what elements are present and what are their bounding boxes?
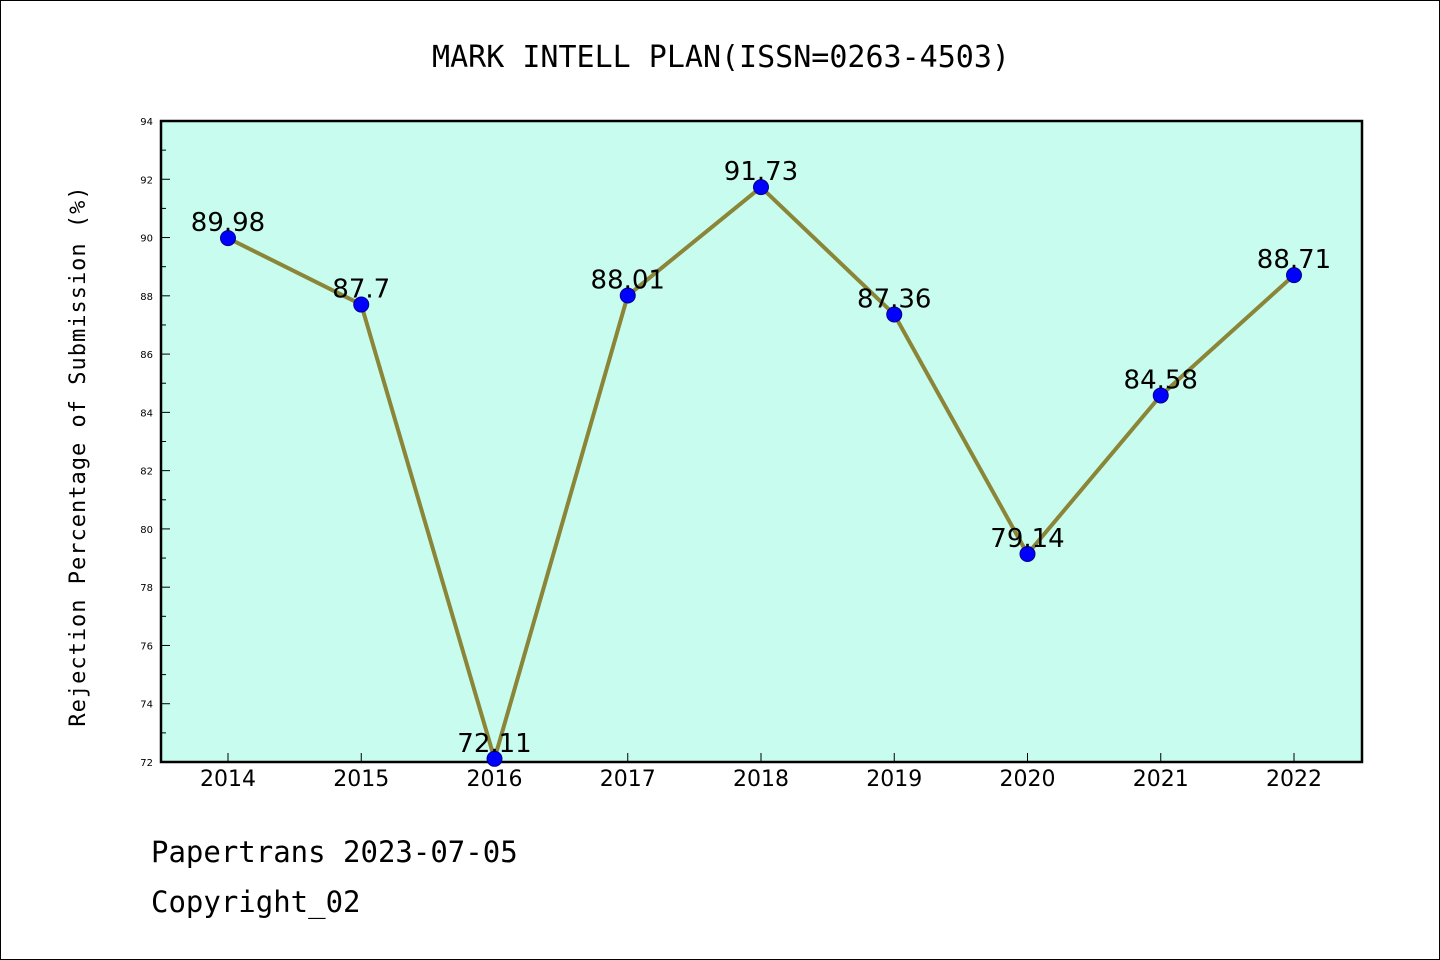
data-label: 91.73 <box>724 157 798 187</box>
plot-area <box>159 119 1364 764</box>
data-label: 79.14 <box>990 524 1064 554</box>
y-tick-label: 86 <box>140 350 153 361</box>
x-tick-label: 2020 <box>1000 767 1056 792</box>
data-point <box>619 287 636 304</box>
y-tick-label: 94 <box>140 117 153 128</box>
data-point <box>753 179 769 196</box>
data-label: 88.71 <box>1257 245 1331 275</box>
y-tick-label: 88 <box>140 292 153 303</box>
footer-copyright: Copyright_02 <box>151 885 361 919</box>
y-tick-label: 80 <box>140 525 153 536</box>
data-point <box>486 750 503 767</box>
x-tick-label: 2019 <box>866 767 922 792</box>
x-tick-label: 2015 <box>333 767 389 792</box>
data-point <box>220 230 236 247</box>
x-tick-label: 2017 <box>600 767 656 792</box>
y-tick-label: 76 <box>140 641 153 652</box>
y-tick-label: 92 <box>140 175 153 186</box>
y-tick-label: 90 <box>140 234 153 245</box>
data-label: 88.01 <box>591 266 665 296</box>
data-point <box>1019 545 1036 562</box>
x-tick-label: 2022 <box>1266 767 1322 792</box>
chart-title: MARK INTELL PLAN(ISSN=0263-4503) <box>432 40 1010 75</box>
footer-date: Papertrans 2023-07-05 <box>151 835 518 869</box>
data-point <box>1286 267 1302 284</box>
data-label: 87.36 <box>857 284 931 314</box>
x-tick-label: 2014 <box>200 767 256 792</box>
series-markers <box>220 179 1302 767</box>
x-tick-label: 2021 <box>1133 767 1189 792</box>
x-tick-label: 2018 <box>733 767 789 792</box>
y-tick-label: 74 <box>140 700 153 711</box>
x-tick-label: 2016 <box>467 767 523 792</box>
y-tick-label: 72 <box>140 758 153 769</box>
y-axis: 72 74 76 78 80 82 84 86 88 90 92 94 <box>140 117 170 769</box>
data-label: 84.58 <box>1124 365 1198 395</box>
data-point <box>886 306 903 323</box>
y-tick-label: 78 <box>140 583 153 594</box>
x-axis: 2014 2015 2016 2017 2018 2019 2020 2021 2022 <box>200 753 1322 792</box>
data-point <box>353 296 370 313</box>
y-tick-label: 82 <box>140 467 153 478</box>
data-label: 89.98 <box>191 208 265 238</box>
data-label: 87.7 <box>332 275 390 305</box>
data-label: 72.11 <box>457 729 531 759</box>
data-labels: 89.98 87.7 72.11 88.01 91.73 87.36 79.14 84.58 8… <box>191 157 1331 759</box>
y-axis-label: Rejection Percentage of Submission (%) <box>66 185 91 726</box>
y-tick-label: 84 <box>140 408 153 419</box>
data-point <box>1152 387 1169 404</box>
